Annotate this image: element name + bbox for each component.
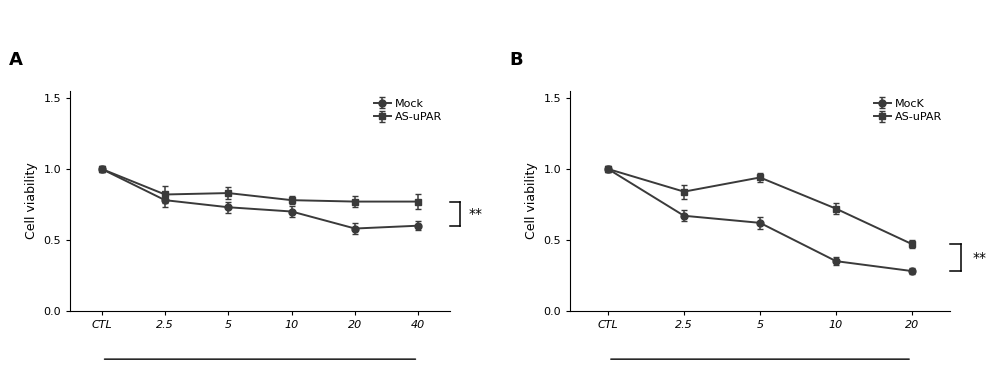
Text: **: ** bbox=[973, 251, 987, 265]
Text: A: A bbox=[9, 52, 23, 69]
Y-axis label: Cell viability: Cell viability bbox=[525, 163, 538, 239]
Y-axis label: Cell viability: Cell viability bbox=[25, 163, 38, 239]
Text: **: ** bbox=[469, 207, 483, 221]
Legend: MocK, AS-uPAR: MocK, AS-uPAR bbox=[872, 97, 944, 124]
Text: B: B bbox=[509, 52, 523, 69]
Legend: Mock, AS-uPAR: Mock, AS-uPAR bbox=[372, 97, 444, 124]
